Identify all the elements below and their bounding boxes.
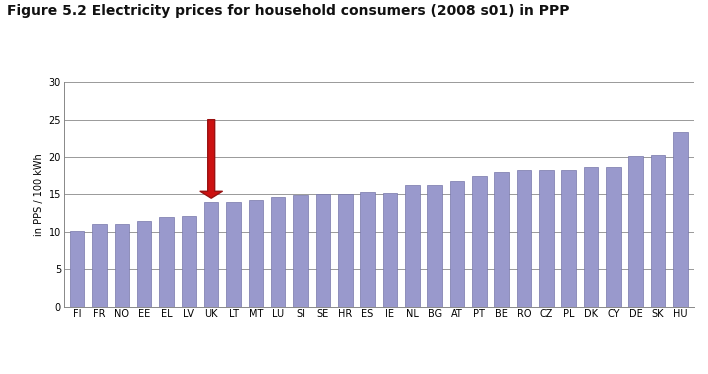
Bar (92, 224, 107, 307)
Bar (472, 176, 486, 307)
Text: Figure 5.2 Electricity prices for household consumers (2008 s01) in PPP: Figure 5.2 Electricity prices for househ… (7, 4, 569, 18)
Bar (137, 221, 152, 307)
Bar (517, 170, 531, 307)
Bar (561, 170, 576, 307)
Bar (70, 231, 84, 307)
Bar (539, 170, 554, 307)
Y-axis label: in PPS / 100 kWh: in PPS / 100 kWh (34, 153, 45, 236)
Bar (494, 172, 509, 307)
Bar (181, 216, 196, 307)
Bar (629, 156, 643, 307)
Bar (115, 224, 129, 307)
Bar (673, 132, 687, 307)
Bar (159, 217, 173, 307)
Bar (383, 193, 397, 307)
Bar (204, 202, 219, 307)
Bar (405, 185, 420, 307)
Bar (271, 197, 285, 307)
Bar (338, 194, 353, 307)
Bar (360, 192, 375, 307)
Bar (584, 167, 598, 307)
Bar (651, 155, 666, 307)
Bar (450, 181, 464, 307)
Bar (249, 200, 263, 307)
Bar (316, 194, 330, 307)
Bar (293, 195, 308, 307)
Bar (227, 202, 241, 307)
Bar (428, 185, 442, 307)
Bar (606, 167, 621, 307)
